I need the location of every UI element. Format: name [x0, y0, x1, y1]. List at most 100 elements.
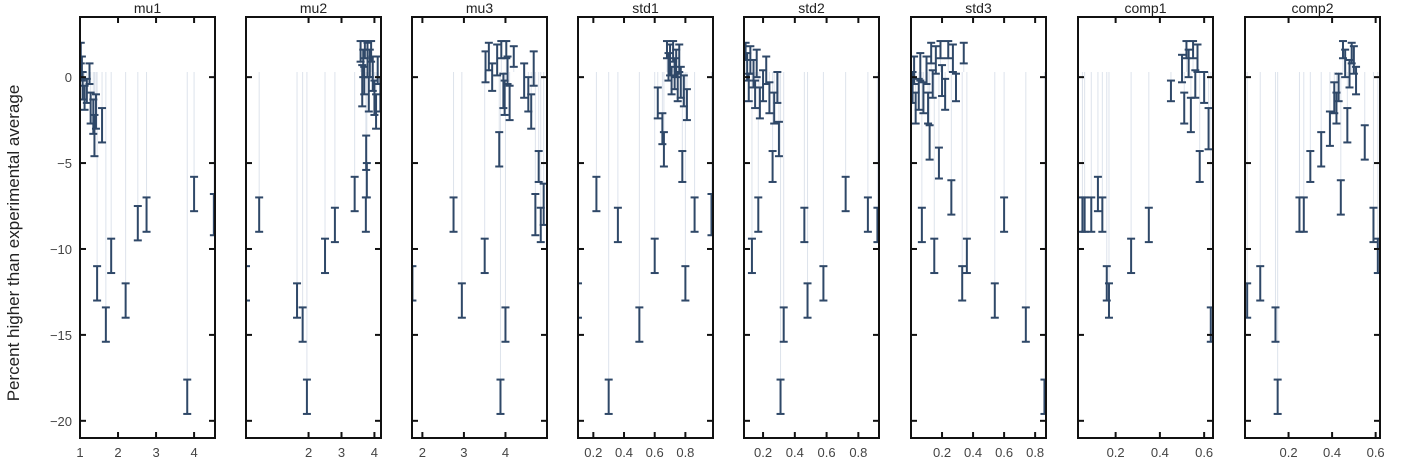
clip-mask	[1213, 17, 1225, 438]
panel-title: mu3	[466, 0, 493, 16]
error-bar	[1195, 150, 1204, 183]
error-bar	[751, 79, 760, 110]
error-bar	[499, 72, 508, 110]
error-bar	[690, 196, 699, 233]
x-tick-label: 0.8	[676, 445, 694, 460]
panel-mu1: 1 2 3 4 mu1	[60, 0, 227, 460]
x-tick-label: 0.6	[1367, 445, 1385, 460]
error-bar	[503, 55, 512, 86]
error-bar	[1104, 282, 1113, 319]
panel-frame	[577, 16, 714, 439]
panel-frame	[79, 16, 216, 439]
error-bar	[1317, 131, 1326, 168]
error-bar	[529, 50, 538, 87]
x-tick-label: 2	[305, 445, 312, 460]
error-bar	[1189, 40, 1198, 60]
error-bar	[121, 282, 130, 319]
error-bar	[496, 378, 505, 415]
error-bar	[990, 282, 999, 319]
error-bar	[1178, 53, 1187, 84]
error-bar	[682, 88, 691, 122]
x-tick-label: 0.6	[995, 445, 1013, 460]
x-tick-label: 0.4	[615, 445, 633, 460]
error-bar	[480, 237, 489, 275]
error-bar	[1299, 196, 1308, 233]
error-bar	[1343, 107, 1352, 144]
error-bar	[919, 81, 928, 115]
error-bar	[800, 206, 809, 244]
clip-mask	[1225, 17, 1245, 438]
y-tick-label: −15	[50, 328, 72, 343]
panel-title: comp1	[1124, 0, 1166, 16]
error-bar	[488, 62, 497, 92]
error-bar	[520, 62, 529, 99]
clip-mask	[1380, 17, 1392, 438]
error-bar	[1127, 237, 1136, 275]
clip-mask	[215, 17, 227, 438]
x-tick-label: 0.2	[754, 445, 772, 460]
error-bar	[534, 150, 543, 183]
panel-frame	[743, 16, 880, 439]
error-bar	[501, 306, 510, 343]
error-bar	[936, 40, 945, 60]
error-bar	[350, 175, 359, 213]
error-bar	[658, 112, 667, 146]
error-bar	[493, 43, 502, 77]
error-bar	[495, 131, 504, 168]
error-bar	[527, 93, 536, 130]
error-bar	[803, 282, 812, 319]
error-bar	[361, 196, 370, 233]
clip-mask	[879, 17, 891, 438]
error-bar	[917, 206, 926, 244]
error-bar	[449, 196, 458, 233]
clip-mask	[713, 17, 725, 438]
error-bar	[653, 86, 662, 120]
error-bar	[367, 40, 376, 63]
error-bar	[183, 378, 192, 415]
clip-mask	[60, 17, 80, 438]
error-bar	[947, 179, 956, 216]
x-tick-label: 2	[114, 445, 121, 460]
y-axis-label: Percent higher than experimental average	[4, 85, 23, 402]
panel-frame	[245, 16, 382, 439]
error-bar	[776, 378, 785, 415]
panel-title: std1	[632, 0, 659, 16]
x-tick-label: 0.2	[1280, 445, 1298, 460]
error-bar	[107, 237, 116, 275]
error-bar	[650, 237, 659, 275]
panel-std3: 0.2 0.4 0.6 0.8 std3	[891, 0, 1058, 460]
error-bar	[133, 205, 142, 242]
error-bar	[659, 131, 668, 168]
panel-frame	[411, 16, 548, 439]
error-bar	[1186, 96, 1195, 134]
error-bar	[509, 45, 518, 68]
error-bar	[90, 113, 99, 158]
error-bar	[927, 41, 936, 65]
y-tick-label: 0	[65, 70, 72, 85]
error-bar	[1191, 69, 1200, 99]
x-tick-label: 2	[419, 445, 426, 460]
error-bar	[1098, 196, 1107, 233]
error-bar	[752, 48, 761, 79]
panel-title: comp2	[1291, 0, 1333, 16]
panel-std1: 0.2 0.4 0.6 0.8 std1	[558, 0, 725, 460]
error-bar	[1273, 378, 1282, 415]
error-bar	[1341, 48, 1350, 79]
error-bar	[924, 91, 933, 125]
error-bar	[98, 107, 107, 144]
error-bar	[925, 124, 934, 161]
error-bar	[505, 84, 514, 122]
error-bar	[1000, 196, 1009, 233]
error-bar	[768, 150, 777, 183]
error-bar	[190, 175, 199, 213]
y-tick-label: −10	[50, 242, 72, 257]
error-bar	[819, 265, 828, 302]
x-tick-label: 0.2	[933, 445, 951, 460]
error-bar	[1256, 265, 1265, 302]
error-bar	[941, 77, 950, 111]
error-bar	[779, 306, 788, 343]
error-bar	[754, 196, 763, 233]
error-bar	[922, 55, 931, 86]
